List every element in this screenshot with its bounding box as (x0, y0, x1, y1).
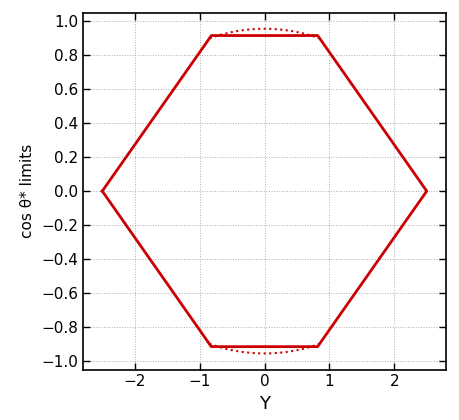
Y-axis label: cos θ* limits: cos θ* limits (20, 144, 35, 238)
X-axis label: Y: Y (258, 395, 269, 413)
